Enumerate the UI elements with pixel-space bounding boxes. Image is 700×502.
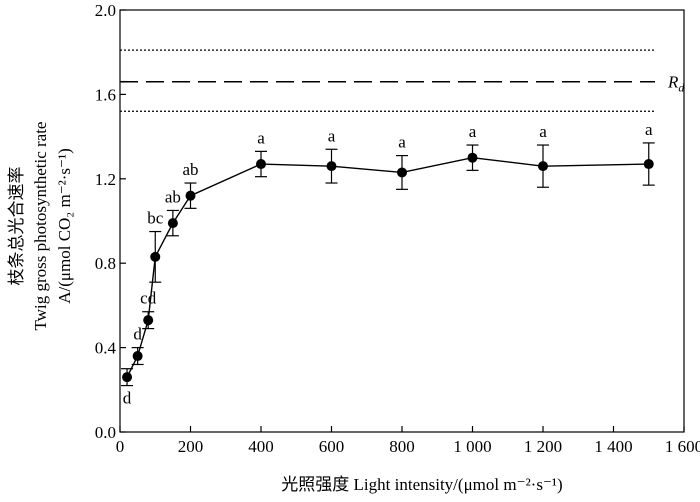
x-tick-label: 1 200 xyxy=(524,437,562,456)
significance-label: a xyxy=(398,133,406,152)
data-point xyxy=(122,372,133,383)
y-tick-label: 0.0 xyxy=(95,423,116,442)
x-tick-label: 400 xyxy=(248,437,274,456)
reference-lines xyxy=(120,49,655,112)
rd-label-subscript: d xyxy=(678,81,685,95)
y-axis-title-line-2: Twig gross photosynthetic rate xyxy=(31,122,50,331)
data-point xyxy=(143,315,154,326)
y-axis-title-line-1: 枝条总光合速率 xyxy=(7,167,26,286)
x-tick-label: 1 000 xyxy=(453,437,491,456)
y-tick-label: 0.4 xyxy=(95,339,117,358)
x-tick-label: 600 xyxy=(319,437,345,456)
y-axis-title: 枝条总光合速率 Twig gross photosynthetic rate A… xyxy=(7,122,74,331)
y-tick-label: 1.6 xyxy=(95,85,116,104)
significance-label: d xyxy=(123,389,132,408)
rd-reference-label: Rd xyxy=(667,73,685,95)
data-point xyxy=(467,152,478,163)
data-point xyxy=(256,159,266,170)
y-tick-label: 2.0 xyxy=(95,1,116,20)
y-axis-title-line-3: A/(μmol CO₂ m⁻²·s⁻¹) xyxy=(55,148,74,304)
data-point xyxy=(326,161,337,172)
y-tick-label: 1.2 xyxy=(95,170,116,189)
axis-titles: 光照强度 Light intensity/(μmol m⁻²·s⁻¹) 枝条总光… xyxy=(7,73,685,494)
x-tick-label: 1 400 xyxy=(594,437,632,456)
significance-label: a xyxy=(469,122,477,141)
y-tick-label: 0.8 xyxy=(95,254,116,273)
significance-label: d xyxy=(133,325,142,344)
significance-label: bc xyxy=(147,209,164,228)
x-tick-label: 1 600 xyxy=(665,437,700,456)
x-axis-title: 光照强度 Light intensity/(μmol m⁻²·s⁻¹) xyxy=(281,475,562,494)
significance-label: a xyxy=(328,126,336,145)
significance-label: cd xyxy=(140,289,157,308)
plot-frame xyxy=(119,9,685,433)
data-point xyxy=(167,218,178,229)
x-tick-label: 200 xyxy=(178,437,204,456)
data-point xyxy=(538,161,548,172)
series-line xyxy=(126,156,649,378)
data-point xyxy=(185,190,196,201)
significance-label: a xyxy=(539,122,547,141)
y-axis-ticks: 0.0 0.4 0.8 1.2 1.6 2.0 xyxy=(95,1,126,442)
x-tick-label: 0 xyxy=(116,437,125,456)
rd-label-main: R xyxy=(667,73,679,92)
significance-label: a xyxy=(645,120,653,139)
x-tick-label: 800 xyxy=(389,437,415,456)
data-point xyxy=(150,251,161,262)
data-point xyxy=(132,351,143,362)
significance-label: ab xyxy=(182,160,198,179)
significance-label: a xyxy=(257,128,265,147)
data-point xyxy=(643,159,654,170)
x-axis-ticks: 0 200 400 600 800 1 000 1 200 1 400 1 600 xyxy=(116,426,700,456)
data-point xyxy=(397,167,407,178)
significance-label: ab xyxy=(165,187,181,206)
axes xyxy=(119,9,685,433)
